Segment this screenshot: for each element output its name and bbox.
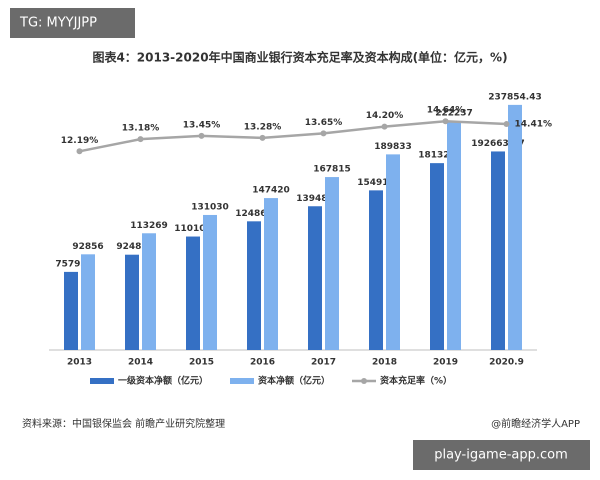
bar [491,151,505,350]
data-label: 167815 [313,165,351,175]
credit: @前瞻经济学人APP [491,417,580,430]
data-label: 124861 [235,209,273,219]
data-label: 75793 [55,259,86,269]
source: 资料来源：中国银保监会 前瞻产业研究院整理 [22,417,225,430]
line-point [76,148,83,155]
data-label: 13.18% [122,124,160,134]
data-label: 13.45% [183,120,221,130]
data-label: 14.64% [427,106,465,116]
bar [264,198,278,350]
line-point [198,132,205,139]
x-tick-label: 2020.9 [489,358,524,368]
data-label: 189833 [374,142,412,152]
x-tick-label: 2013 [67,358,92,368]
data-label: 92481 [116,242,147,252]
x-tick-label: 2015 [189,358,214,368]
line [79,119,507,153]
data-label: 14.20% [366,111,404,121]
watermark: TG: MYYJJPP [19,16,97,31]
line-point [137,136,144,143]
x-tick-label: 2014 [128,358,153,368]
line-point [320,130,327,137]
bar [81,254,95,350]
data-label: 131030 [191,202,229,212]
bar [447,120,461,350]
legend-label: 资本充足率（%） [380,375,452,387]
bar [203,214,217,350]
bar [369,190,383,350]
bar [508,104,522,350]
bar [142,233,156,350]
legend-swatch [361,378,367,384]
line-point [503,121,510,128]
data-label: 92856 [72,242,103,252]
line-point [442,118,449,125]
x-tick-label: 2016 [250,358,275,368]
line-point [259,134,266,141]
data-label: 113269 [130,221,168,231]
data-label: 14.41% [515,120,553,130]
bar [125,254,139,350]
data-label: 110109 [174,224,212,234]
bar [386,154,400,350]
chart-title: 图表4：2013-2020年中国商业银行资本充足率及资本构成(单位：亿元，%) [92,50,507,65]
data-label: 181325 [418,151,456,161]
watermark-box [413,440,590,470]
data-label: 154910 [357,178,395,188]
bar [247,221,261,350]
x-tick-label: 2019 [433,358,458,368]
data-label: 12.19% [61,136,99,146]
bar [430,163,444,350]
bar [325,177,339,350]
data-label: 222237 [435,108,473,118]
line-point [381,123,388,130]
data-label: 13.28% [244,122,282,132]
data-label: 139488 [296,194,334,204]
x-tick-label: 2017 [311,358,336,368]
x-tick-label: 2018 [372,358,397,368]
data-label: 13.65% [305,118,343,128]
bar [186,236,200,350]
legend-label: 一级资本净额（亿元） [118,375,208,387]
bar [64,271,78,350]
watermark-box [10,8,135,38]
watermark: play-igame-app.com [434,448,568,463]
data-label: 192663.47 [471,139,525,149]
data-label: 147420 [252,186,290,196]
legend-swatch [230,378,254,384]
legend-swatch [90,378,114,384]
data-label: 237854.43 [488,92,542,102]
legend-label: 资本净额（亿元） [258,375,330,387]
bar [308,206,322,350]
